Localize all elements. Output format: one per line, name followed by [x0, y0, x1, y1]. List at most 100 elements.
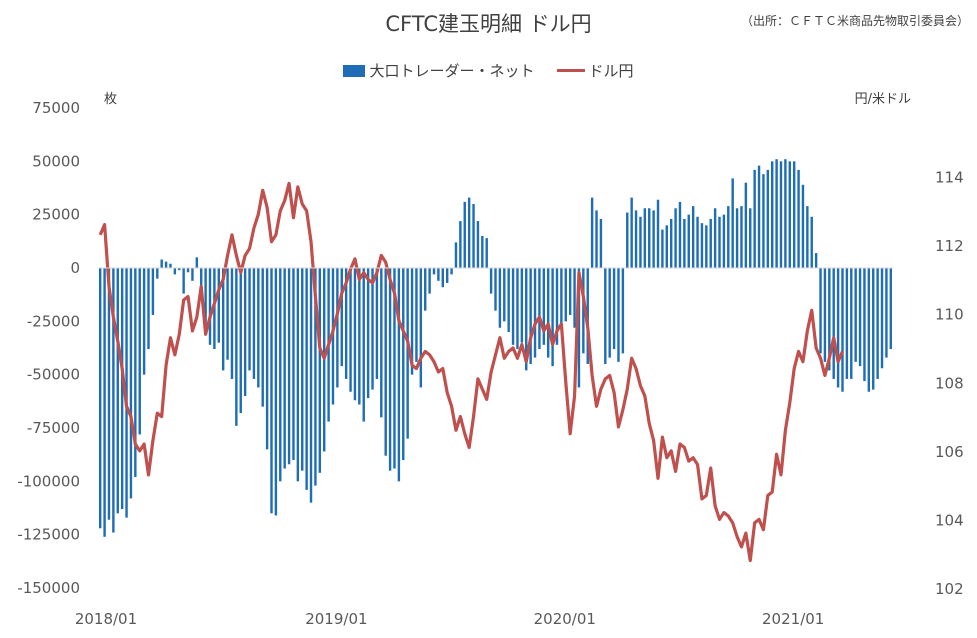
bar: [678, 201, 682, 268]
bar: [410, 268, 414, 375]
bar: [700, 223, 704, 268]
bar: [612, 268, 616, 350]
bar: [318, 268, 322, 473]
bar: [494, 268, 497, 311]
bar: [375, 268, 379, 379]
bar: [621, 268, 625, 354]
bar: [270, 268, 273, 514]
bar: [331, 268, 335, 405]
bar: [112, 268, 115, 533]
bar: [705, 225, 708, 268]
bar: [265, 268, 269, 450]
bar: [810, 216, 813, 268]
bar: [749, 208, 752, 268]
bar: [775, 159, 778, 268]
bar: [643, 208, 647, 268]
x-tick-label: 2020/01: [534, 610, 596, 628]
bar: [195, 257, 199, 268]
bar: [656, 199, 660, 268]
bar: [296, 268, 300, 482]
bar: [801, 184, 805, 268]
bar: [560, 268, 563, 328]
bar: [182, 268, 185, 294]
bar: [744, 182, 748, 268]
bar: [186, 268, 190, 273]
bar: [617, 268, 620, 362]
bar: [661, 229, 664, 268]
bar: [432, 268, 436, 275]
y-left-tick-label: -150000: [17, 579, 80, 597]
bar: [590, 197, 594, 268]
bar: [841, 268, 844, 392]
bar: [226, 268, 229, 360]
bar: [252, 268, 256, 379]
bar: [129, 268, 133, 499]
bar: [454, 242, 458, 268]
usd-jpy-line: [98, 181, 844, 563]
bar: [397, 268, 401, 482]
bar: [362, 268, 365, 422]
y-left-tick-label: 25000: [32, 206, 80, 224]
bar: [669, 218, 673, 268]
bar: [727, 206, 730, 268]
bar: [230, 268, 234, 379]
bar: [568, 268, 572, 315]
bar: [428, 268, 431, 294]
bar: [445, 268, 449, 283]
bar: [555, 268, 559, 345]
bar: [511, 268, 515, 345]
bar: [450, 268, 453, 275]
bar: [806, 206, 809, 268]
legend-label-line: ドル円: [588, 62, 634, 80]
bar: [722, 214, 726, 268]
legend-item-line: ドル円: [556, 60, 634, 81]
bar: [784, 159, 787, 268]
bar: [665, 225, 669, 268]
y-left-tick-label: 0: [70, 259, 80, 277]
bar: [151, 268, 155, 315]
bar: [173, 268, 177, 275]
bar: [467, 197, 471, 268]
bar: [498, 268, 502, 328]
bar: [858, 268, 862, 367]
bar: [529, 268, 532, 364]
legend-swatch-line: [556, 69, 585, 72]
bar: [287, 268, 291, 465]
bar: [867, 268, 871, 392]
bar: [419, 268, 423, 388]
legend-label-bar: 大口トレーダー・ネット: [369, 62, 535, 80]
bar: [147, 268, 150, 350]
bar: [257, 268, 260, 388]
bar: [753, 169, 756, 268]
bar: [533, 268, 537, 358]
bar: [608, 268, 611, 358]
bar: [771, 161, 774, 268]
legend-swatch-bar: [343, 64, 366, 77]
bar: [691, 206, 695, 268]
bar: [823, 268, 827, 362]
bar: [604, 268, 607, 364]
bar: [564, 268, 567, 322]
bar: [156, 268, 159, 279]
bar: [384, 268, 387, 456]
bar: [463, 201, 466, 268]
bar: [314, 268, 317, 486]
y-left-tick-label: -75000: [27, 419, 80, 437]
bar: [200, 268, 203, 286]
x-tick-label: 2021/01: [762, 610, 824, 628]
bar: [586, 268, 589, 364]
bar: [551, 268, 554, 367]
y-left-tick-label: 75000: [32, 99, 80, 117]
y-right-tick-label: 104: [935, 511, 964, 529]
bar: [520, 268, 524, 343]
y-right-tick-label: 110: [935, 306, 964, 324]
bar: [243, 268, 247, 396]
bar: [142, 268, 146, 375]
bar: [814, 253, 818, 268]
legend: 大口トレーダー・ネット ドル円: [0, 60, 977, 81]
bar: [437, 268, 440, 281]
bar: [441, 268, 445, 288]
chart-title: CFTC建玉明細 ドル円: [385, 12, 592, 36]
bar: [634, 210, 638, 268]
y-left-tick-label: 50000: [32, 152, 80, 170]
